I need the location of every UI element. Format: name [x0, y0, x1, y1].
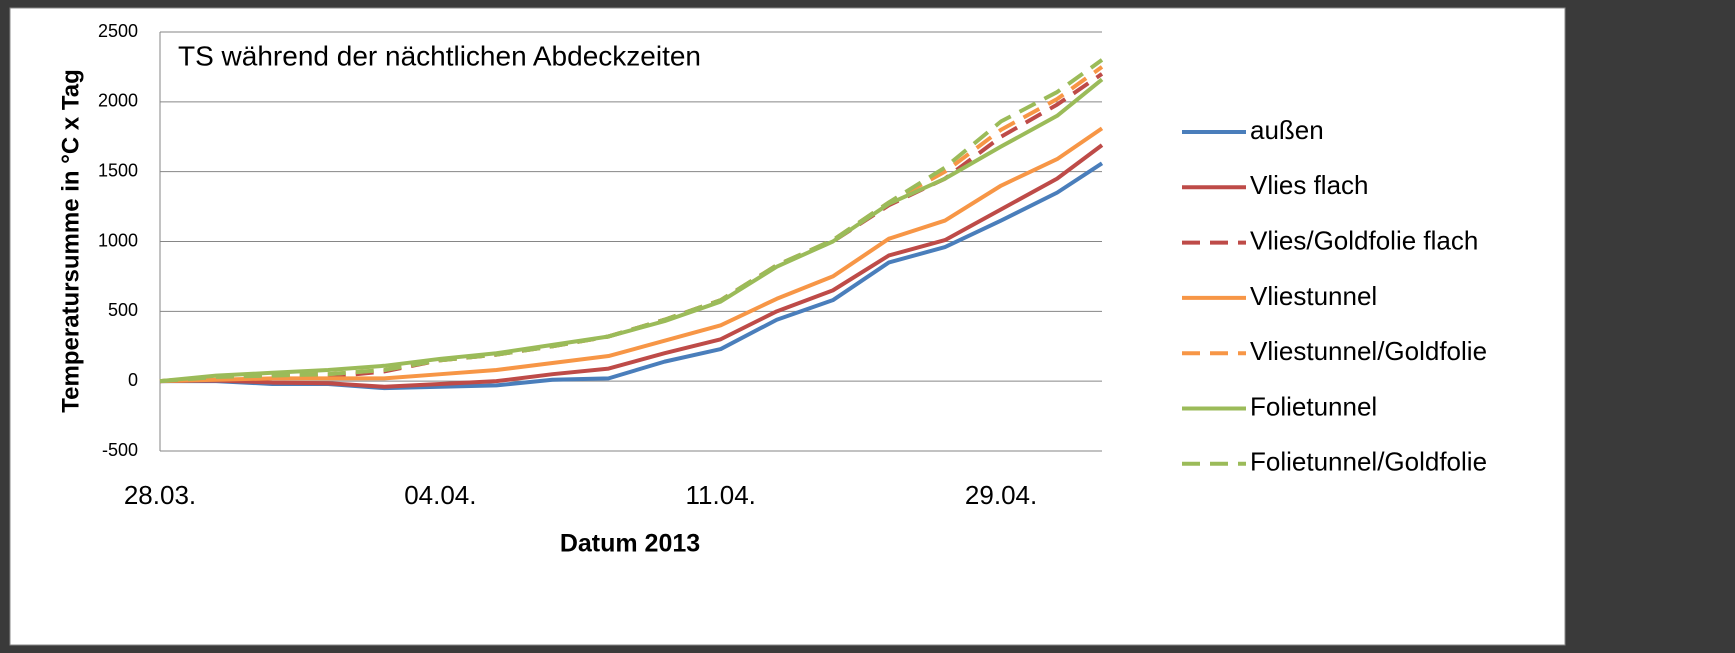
- y-axis-title: Temperatursumme in °C x Tag: [57, 69, 84, 412]
- legend-label: Vliestunnel: [1250, 281, 1377, 311]
- legend-label: Vlies flach: [1250, 170, 1369, 200]
- x-tick-label: 28.03.: [124, 480, 196, 510]
- legend-label: Folietunnel/Goldfolie: [1250, 447, 1487, 477]
- legend-label: Vlies/Goldfolie flach: [1250, 225, 1478, 255]
- page: {"chart_data": {"type": "line", "title":…: [0, 0, 1735, 653]
- y-tick-label: 1000: [98, 230, 138, 250]
- legend-label: außen: [1250, 115, 1324, 145]
- y-tick-label: 2500: [98, 21, 138, 41]
- x-tick-label: 04.04.: [404, 480, 476, 510]
- chart: TS während der nächtlichen Abdeckzeiten …: [0, 0, 1735, 653]
- x-axis-title: Datum 2013: [560, 530, 700, 558]
- y-tick-label: -500: [102, 440, 138, 460]
- legend-label: Folietunnel: [1250, 391, 1377, 421]
- y-tick-label: 1500: [98, 160, 138, 180]
- legend-label: Vliestunnel/Goldfolie: [1250, 336, 1487, 366]
- y-tick-label: 500: [108, 300, 138, 320]
- y-tick-label: 0: [128, 370, 138, 390]
- chart-panel: [10, 8, 1565, 645]
- y-tick-label: 2000: [98, 91, 138, 111]
- x-tick-label: 11.04.: [686, 480, 756, 510]
- chart-title: TS während der nächtlichen Abdeckzeiten: [178, 40, 701, 71]
- x-tick-label: 29.04.: [965, 480, 1037, 510]
